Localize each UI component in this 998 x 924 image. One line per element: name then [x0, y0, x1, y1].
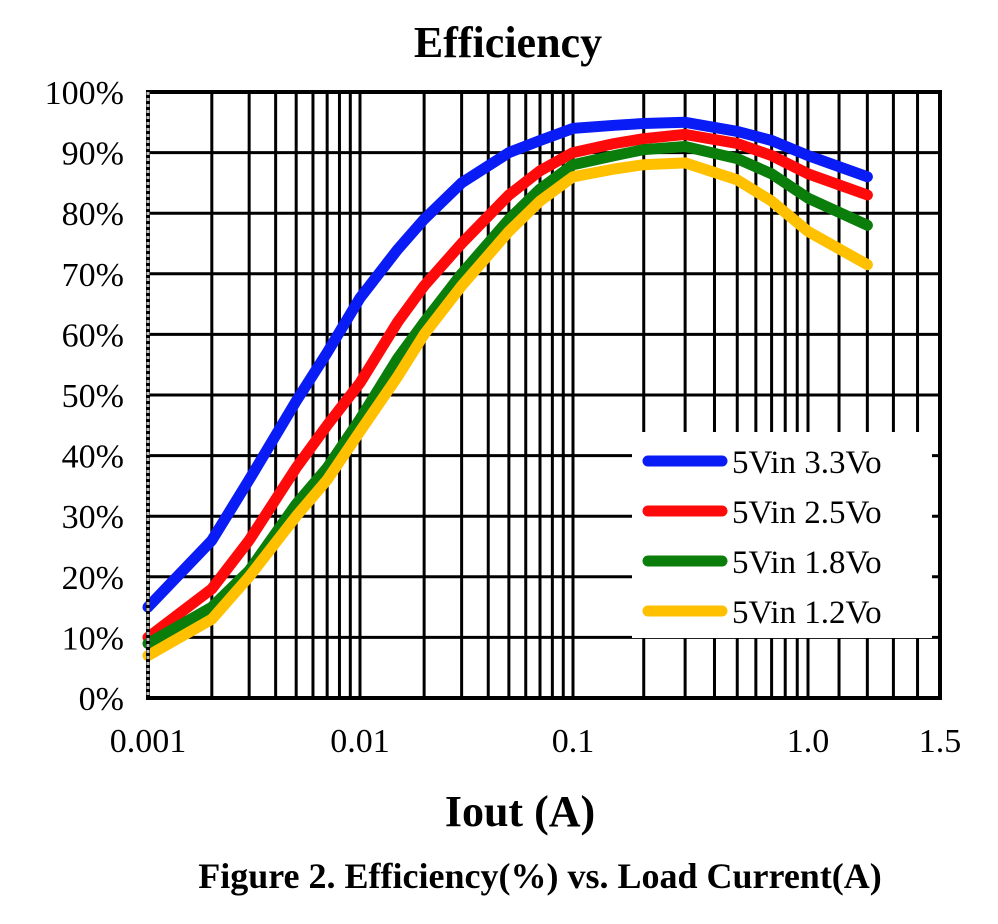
y-tick-label: 0% — [79, 681, 124, 718]
y-tick-label: 30% — [62, 499, 124, 536]
x-tick-label: 0.1 — [552, 723, 595, 760]
legend-label: 5Vin 3.3Vo — [732, 445, 882, 481]
series-line — [142, 157, 873, 662]
y-tick-label: 50% — [62, 378, 124, 415]
y-tick-label: 70% — [62, 257, 124, 294]
legend-label: 5Vin 1.8Vo — [732, 545, 882, 581]
y-tick-label: 90% — [62, 136, 124, 173]
x-tick-label: 1.5 — [919, 723, 962, 760]
legend: 5Vin 3.3Vo 5Vin 2.5Vo 5Vin 1.8Vo 5Vin 1.2Vo — [632, 432, 932, 638]
axes — [146, 90, 942, 700]
series-line — [142, 141, 873, 649]
chart-title: Efficiency — [414, 18, 602, 67]
y-tick-label: 10% — [62, 620, 124, 657]
x-tick-label: 0.01 — [330, 723, 390, 760]
series-lines — [142, 116, 873, 662]
y-tick-label: 100% — [45, 75, 124, 112]
y-tick-labels: 0% 10% 20% 30% 40% 50% 60% 70% 80% 90% 100% — [45, 75, 124, 718]
legend-label: 5Vin 2.5Vo — [732, 495, 882, 531]
y-tick-label: 20% — [62, 560, 124, 597]
y-tick-label: 40% — [62, 439, 124, 476]
x-tick-labels: 0.001 0.01 0.1 1.0 1.5 — [110, 723, 962, 760]
legend-label: 5Vin 1.2Vo — [732, 595, 882, 631]
x-tick-label: 0.001 — [110, 723, 187, 760]
series-line — [142, 128, 873, 643]
figure-caption: Figure 2. Efficiency(%) vs. Load Current… — [198, 856, 882, 896]
x-tick-label: 1.0 — [787, 723, 830, 760]
y-tick-label: 80% — [62, 196, 124, 233]
series-line — [142, 116, 873, 613]
x-axis-label: Iout (A) — [445, 787, 595, 836]
y-tick-label: 60% — [62, 317, 124, 354]
